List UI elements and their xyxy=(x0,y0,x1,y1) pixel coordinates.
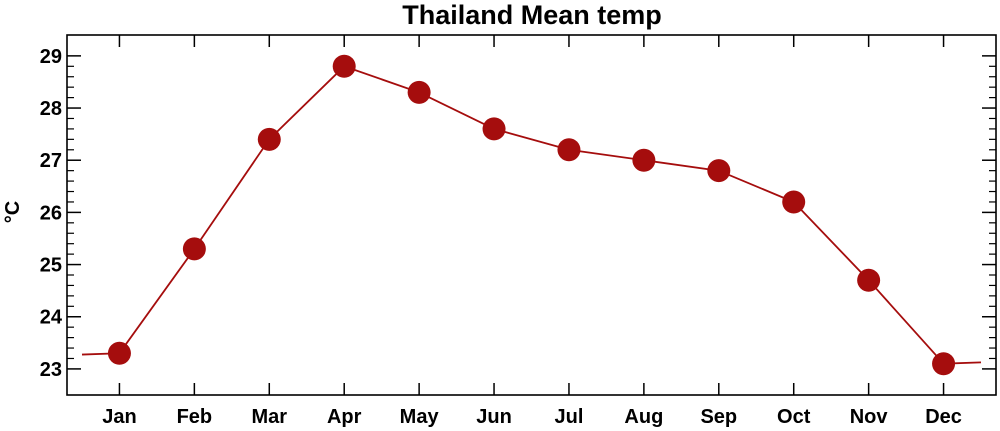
x-tick-label: Aug xyxy=(624,406,663,428)
data-point xyxy=(257,127,281,151)
y-tick-label: 24 xyxy=(40,307,63,329)
y-tick-label: 23 xyxy=(40,359,62,381)
x-tick-label: Jul xyxy=(555,406,584,428)
data-point xyxy=(707,159,731,183)
x-tick-labels: Jan Feb Mar Apr May Jun Jul Aug Sep Oct Nov Dec xyxy=(102,406,962,428)
y-tick-label: 26 xyxy=(40,202,62,224)
x-tick-label: Feb xyxy=(177,406,213,428)
y-tick-label: 29 xyxy=(40,46,62,68)
data-point xyxy=(407,80,431,104)
data-point xyxy=(107,341,131,365)
x-tick-label: Jun xyxy=(476,406,512,428)
x-tick-label: Oct xyxy=(777,406,811,428)
series-line xyxy=(118,65,945,365)
y-tick-label: 28 xyxy=(40,98,62,120)
y-axis-label: °C xyxy=(2,201,24,223)
data-point xyxy=(782,190,806,214)
data-point xyxy=(632,148,656,172)
chart-title: Thailand Mean temp xyxy=(402,0,662,30)
data-point xyxy=(857,268,881,292)
x-tick-label: Mar xyxy=(251,406,287,428)
data-points xyxy=(107,54,956,376)
x-tick-label: Apr xyxy=(327,406,362,428)
y-tick-label: 27 xyxy=(40,150,62,172)
y-tick-label: 25 xyxy=(40,255,62,277)
plot-frame xyxy=(66,34,997,396)
data-point xyxy=(182,237,206,261)
x-tick-label: Dec xyxy=(925,406,962,428)
series-lines xyxy=(81,65,982,365)
x-tick-label: Jan xyxy=(102,406,136,428)
x-tick-label: May xyxy=(400,406,440,428)
data-point xyxy=(932,352,956,376)
x-tick-label: Nov xyxy=(850,406,889,428)
data-point xyxy=(482,117,506,141)
data-point xyxy=(332,54,356,78)
axis-ticks xyxy=(67,35,996,395)
data-point xyxy=(557,138,581,162)
y-tick-labels: 23 24 25 26 27 28 29 xyxy=(40,46,63,381)
x-tick-label: Sep xyxy=(700,406,737,428)
